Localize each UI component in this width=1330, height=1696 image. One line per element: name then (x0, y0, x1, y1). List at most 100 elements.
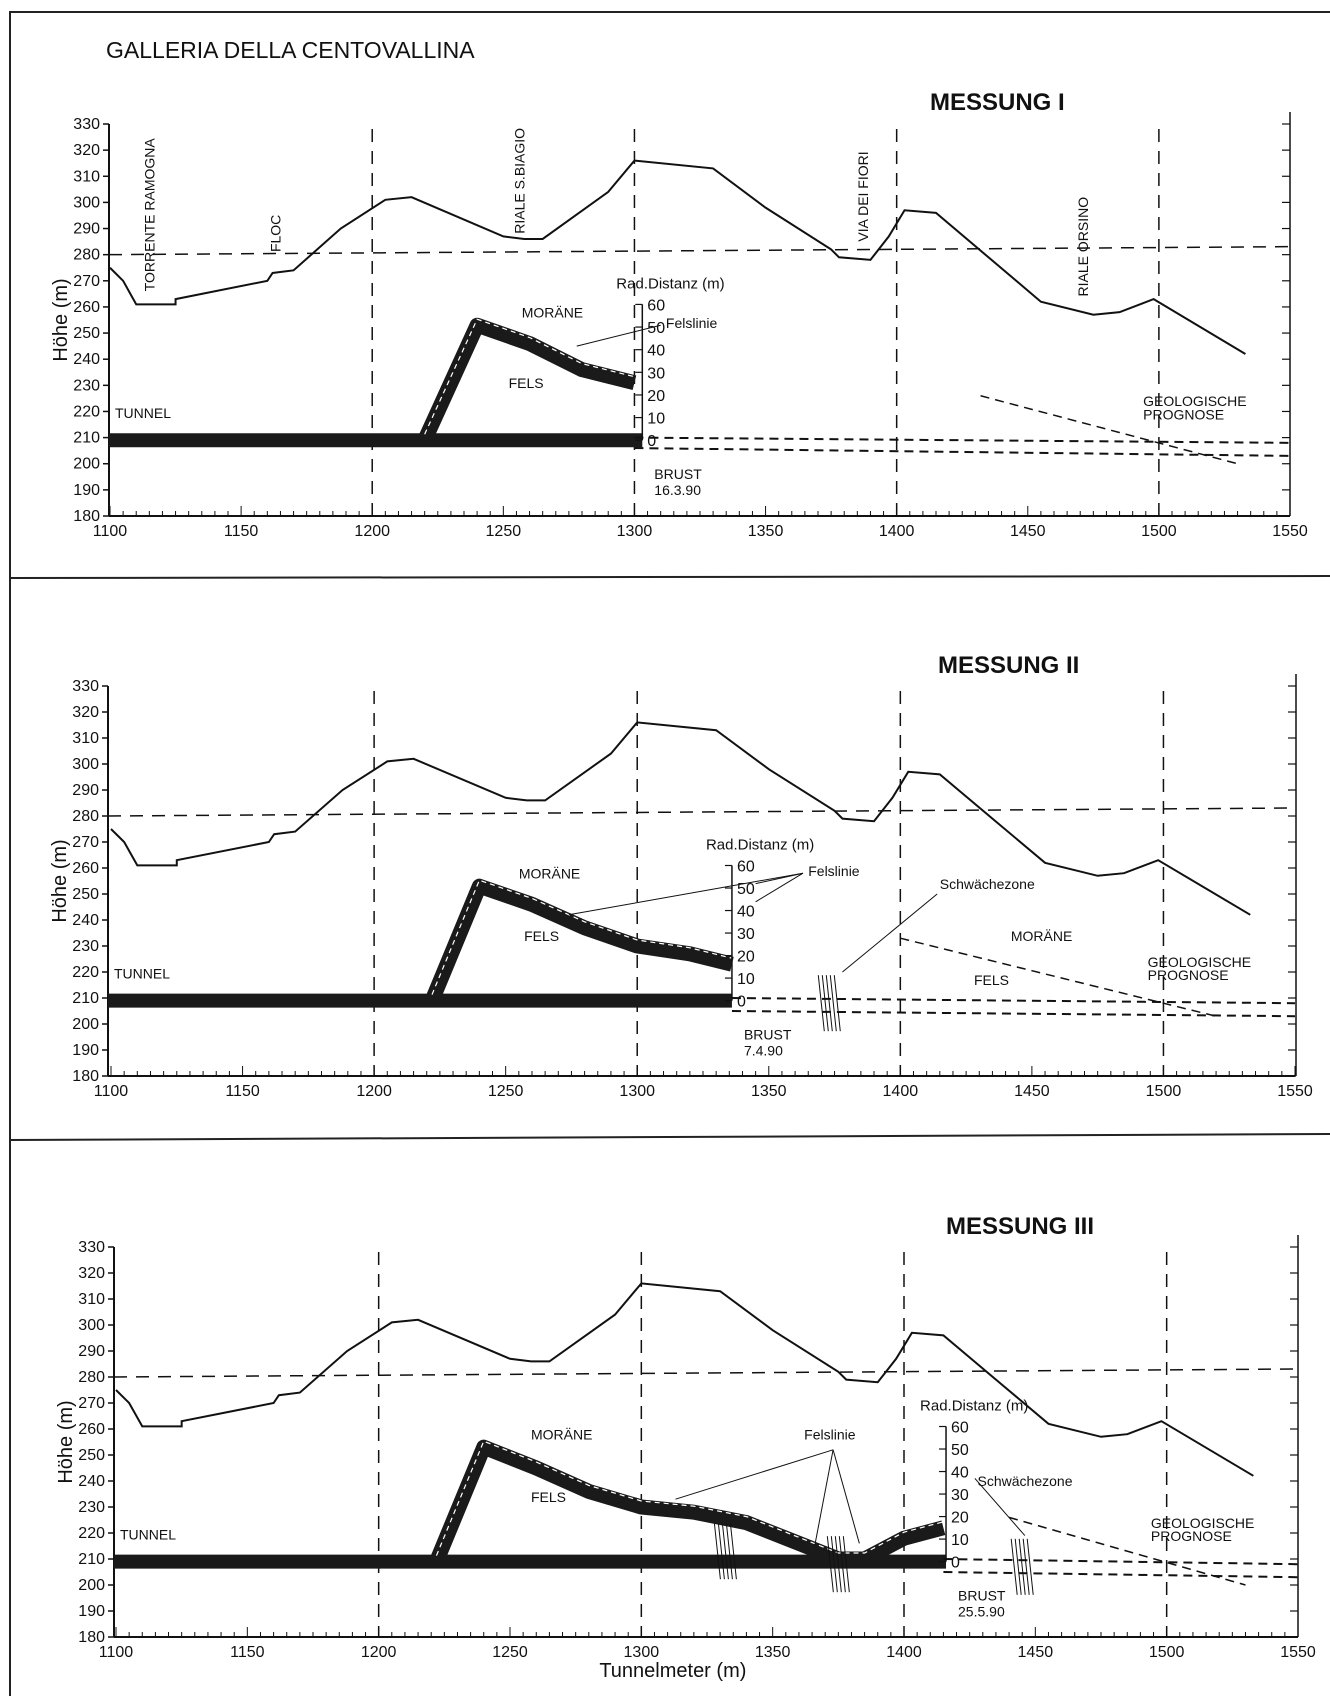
label-geologische: GEOLOGISCHE (1143, 393, 1246, 409)
weakness-zone-hatch (834, 1536, 842, 1593)
label-brust: BRUST (958, 1588, 1006, 1604)
y-tick-label: 270 (78, 1395, 105, 1412)
weakness-zone-hatch (1022, 1538, 1030, 1595)
weakness-zone-hatch (829, 975, 837, 1032)
radial-tick-label: 60 (647, 297, 665, 314)
weakness-zone-hatch (826, 1536, 834, 1593)
felslinie-pointer (568, 872, 804, 916)
prognosis-lower (943, 1571, 1299, 1579)
y-tick-label: 220 (73, 403, 100, 420)
y-tick-label: 240 (72, 912, 99, 929)
felslinie-pointer (675, 1449, 834, 1500)
x-tick-label: 1150 (224, 523, 259, 540)
x-tick-label: 1300 (617, 523, 653, 540)
radial-tick-label: 20 (647, 388, 665, 405)
y-tick-label: 270 (73, 273, 100, 290)
radial-tick-label: 30 (647, 365, 665, 382)
label-schwachezone: Schwächezone (978, 1473, 1073, 1489)
x-tick-label: 1500 (1141, 523, 1177, 540)
x-tick-label: 1150 (225, 1083, 260, 1100)
y-tick-label: 320 (73, 142, 100, 159)
radial-tick-label: 10 (647, 411, 665, 428)
radial-tick-label: 40 (737, 904, 755, 921)
y-tick-label: 180 (72, 1068, 99, 1085)
x-axis-label: Tunnelmeter (m) (599, 1660, 746, 1682)
x-tick-label: 1150 (230, 1644, 265, 1661)
x-tick-label: 1350 (751, 1083, 787, 1100)
y-tick-label: 270 (72, 834, 99, 851)
label-prognose: PROGNOSE (1148, 967, 1229, 983)
radial-tick-label: 20 (737, 949, 755, 966)
rock-line (429, 1439, 946, 1567)
y-axis-label: Höhe (m) (55, 1400, 77, 1483)
radial-tick-label: 50 (951, 1442, 969, 1459)
y-tick-label: 220 (72, 964, 99, 981)
label-fels: FELS (531, 1489, 566, 1505)
x-tick-label: 1350 (755, 1644, 791, 1661)
weakness-zone-hatch (830, 1536, 838, 1593)
label-via-dei-fiori: VIA DEI FIORI (855, 151, 871, 241)
y-tick-label: 290 (72, 782, 99, 799)
prognosis-upper (634, 436, 1291, 444)
y-tick-label: 200 (72, 1016, 99, 1033)
label-felslinie: Felslinie (808, 863, 860, 879)
felslinie-pointer (755, 872, 804, 903)
y-tick-label: 250 (78, 1447, 105, 1464)
label-brust-date: 16.3.90 (654, 482, 701, 498)
y-tick-label: 180 (78, 1629, 105, 1646)
radial-tick-label: 30 (951, 1487, 969, 1504)
label-brust-date: 25.5.90 (958, 1604, 1005, 1620)
y-tick-label: 300 (78, 1317, 105, 1334)
prognosis-lower (634, 447, 1291, 457)
label-felslinie: Felslinie (666, 315, 718, 331)
felslinie-pointer (814, 1449, 834, 1547)
x-tick-label: 1200 (356, 1083, 392, 1100)
x-tick-label: 1250 (488, 1083, 524, 1100)
y-tick-label: 180 (73, 508, 100, 525)
weakness-zone-hatch (1014, 1538, 1022, 1595)
prognosis-diagonal (900, 937, 1217, 1017)
y-tick-label: 280 (73, 247, 100, 264)
radial-scale-title: Rad.Distanz (m) (706, 837, 814, 854)
y-tick-label: 260 (78, 1421, 105, 1438)
felslinie-pointer (832, 1449, 860, 1544)
x-tick-label: 1250 (486, 523, 522, 540)
radial-tick-label: 20 (951, 1510, 969, 1527)
label-fels: FELS (524, 928, 559, 944)
x-tick-label: 1400 (879, 523, 915, 540)
y-tick-label: 210 (78, 1551, 105, 1568)
y-tick-label: 190 (73, 482, 100, 499)
label-morane: MORÄNE (531, 1426, 592, 1442)
radial-scale-title: Rad.Distanz (m) (920, 1398, 1028, 1415)
radial-tick-label: 50 (647, 320, 665, 337)
x-tick-label: 1450 (1014, 1083, 1050, 1100)
x-tick-label: 1350 (748, 523, 784, 540)
y-tick-label: 310 (73, 168, 100, 185)
label-brust-date: 7.4.90 (744, 1043, 783, 1059)
y-tick-label: 200 (73, 456, 100, 473)
chart-panel-3: MESSUNG III18019020021022023024025026027… (55, 1213, 1316, 1682)
radial-tick-label: 0 (951, 1555, 960, 1572)
rock-line-edge (424, 318, 635, 435)
y-tick-label: 220 (78, 1525, 105, 1542)
y-tick-label: 260 (72, 860, 99, 877)
label-morane: MORÄNE (519, 865, 580, 881)
radial-tick-label: 60 (737, 859, 755, 876)
label-morane: MORÄNE (522, 304, 583, 320)
schwachezone-pointer (974, 1478, 1026, 1536)
y-tick-label: 230 (72, 938, 99, 955)
weakness-zone-hatch (725, 1523, 733, 1580)
prognosis-upper (731, 997, 1296, 1005)
radial-scale-title: Rad.Distanz (m) (616, 275, 724, 292)
radial-tick-label: 40 (951, 1465, 969, 1482)
y-tick-label: 320 (78, 1265, 105, 1282)
y-tick-label: 290 (78, 1343, 105, 1360)
y-tick-label: 250 (72, 886, 99, 903)
y-tick-label: 290 (73, 221, 100, 238)
x-tick-label: 1450 (1010, 523, 1046, 540)
label-geologische: GEOLOGISCHE (1151, 1515, 1254, 1531)
y-tick-label: 330 (78, 1239, 105, 1256)
label-prognose: PROGNOSE (1143, 406, 1224, 422)
weakness-zone-hatch (825, 975, 833, 1032)
radial-tick-label: 60 (951, 1420, 969, 1437)
